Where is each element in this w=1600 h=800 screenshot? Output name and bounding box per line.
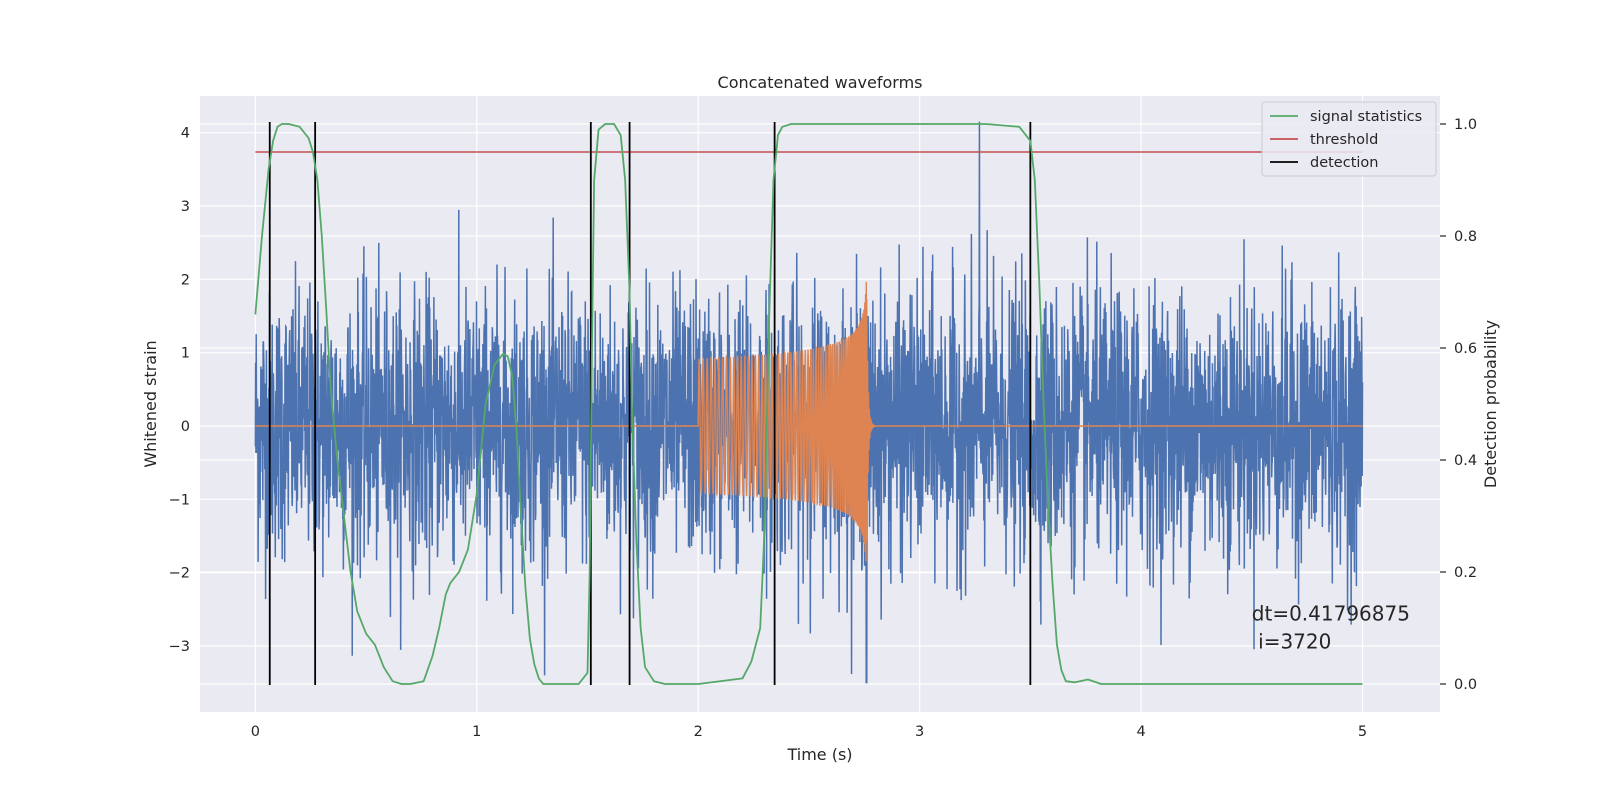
x-tick-5: 5 — [1358, 724, 1367, 740]
y-axis-label: Whitened strain — [141, 340, 160, 467]
y-tick-0: −3 — [169, 639, 190, 655]
overlay-series — [254, 122, 1363, 685]
y-tick-4: 1 — [181, 346, 190, 362]
chirp-line — [255, 281, 1363, 562]
annotation-i: i=3720 — [1252, 629, 1332, 653]
y2-axis-ticks: 0.0 0.2 0.4 0.6 0.8 1.0 — [1440, 117, 1477, 693]
legend-label-detection: detection — [1310, 155, 1378, 171]
y-axis-ticks: −3 −2 −1 0 1 2 3 4 — [169, 126, 190, 655]
legend: signal statistics threshold detection — [1261, 101, 1437, 177]
y-tick-3: 0 — [181, 419, 190, 435]
legend-box — [1261, 101, 1437, 177]
x-tick-2: 2 — [694, 724, 703, 740]
x-tick-4: 4 — [1136, 724, 1145, 740]
y-tick-1: −2 — [169, 566, 190, 582]
y2-tick-4: 0.8 — [1454, 229, 1477, 245]
legend-label-signal-statistics: signal statistics — [1310, 109, 1422, 125]
y2-tick-3: 0.6 — [1454, 341, 1477, 357]
x-axis-label: Time (s) — [786, 745, 852, 764]
y2-axis-label: Detection probability — [1481, 320, 1500, 488]
x-tick-0: 0 — [251, 724, 260, 740]
x-tick-3: 3 — [915, 724, 924, 740]
x-tick-1: 1 — [472, 724, 481, 740]
annotation: dt=0.41796875 i=3720 — [1252, 601, 1410, 653]
y-tick-6: 3 — [181, 199, 190, 215]
signal-statistics-line — [254, 123, 1363, 685]
chirp-series — [255, 281, 1363, 562]
y-tick-5: 2 — [181, 272, 190, 288]
y2-tick-0: 0.0 — [1454, 677, 1477, 693]
x-axis-ticks: 0 1 2 3 4 5 — [251, 724, 1367, 740]
y-tick-7: 4 — [181, 126, 190, 142]
y2-tick-5: 1.0 — [1454, 117, 1477, 133]
annotation-dt: dt=0.41796875 — [1252, 601, 1410, 625]
y-tick-2: −1 — [169, 492, 190, 508]
y2-tick-2: 0.4 — [1454, 453, 1477, 469]
chart-title: Concatenated waveforms — [718, 73, 923, 92]
y2-tick-1: 0.2 — [1454, 565, 1477, 581]
legend-label-threshold: threshold — [1310, 132, 1378, 148]
